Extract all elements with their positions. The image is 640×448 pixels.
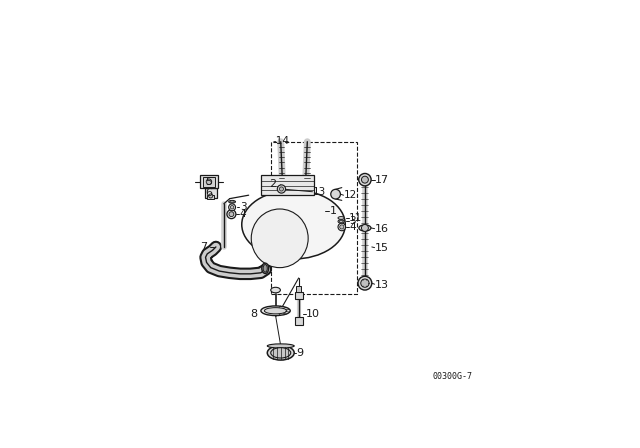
Text: 00300G-7: 00300G-7	[433, 372, 473, 381]
Ellipse shape	[268, 345, 294, 360]
Circle shape	[209, 194, 212, 198]
Text: 5: 5	[205, 177, 212, 187]
Text: -14: -14	[272, 136, 289, 146]
Ellipse shape	[262, 263, 269, 273]
Text: 9: 9	[296, 348, 303, 358]
Ellipse shape	[268, 344, 294, 348]
Text: 6: 6	[205, 188, 212, 198]
Text: 10: 10	[306, 309, 320, 319]
Ellipse shape	[252, 209, 308, 267]
Circle shape	[277, 185, 285, 193]
Text: 7: 7	[200, 242, 207, 252]
Ellipse shape	[271, 287, 280, 293]
Ellipse shape	[338, 216, 344, 220]
Ellipse shape	[359, 225, 371, 231]
Text: 17: 17	[375, 175, 389, 185]
Circle shape	[358, 276, 372, 290]
Ellipse shape	[264, 308, 287, 314]
Circle shape	[362, 224, 369, 232]
Ellipse shape	[230, 201, 234, 202]
Ellipse shape	[339, 220, 343, 223]
Text: 3: 3	[240, 202, 246, 212]
Ellipse shape	[261, 306, 290, 315]
Text: 2: 2	[269, 180, 276, 190]
Bar	[205, 188, 216, 198]
Text: 3: 3	[349, 216, 356, 226]
Bar	[200, 175, 218, 188]
Ellipse shape	[242, 190, 345, 259]
Bar	[260, 175, 314, 195]
Ellipse shape	[228, 200, 236, 203]
Circle shape	[280, 187, 284, 191]
Text: 11: 11	[349, 213, 362, 223]
Circle shape	[358, 173, 371, 186]
Circle shape	[228, 204, 236, 211]
Text: 4: 4	[349, 222, 356, 232]
Circle shape	[206, 179, 212, 185]
Text: 8: 8	[250, 309, 258, 319]
Text: 1: 1	[330, 206, 337, 216]
Text: 13: 13	[313, 187, 326, 198]
Text: 16: 16	[375, 224, 389, 234]
Text: 12: 12	[344, 190, 357, 200]
Circle shape	[331, 190, 340, 199]
Circle shape	[361, 279, 369, 287]
Text: 4: 4	[240, 209, 246, 219]
Ellipse shape	[263, 264, 268, 272]
Circle shape	[340, 225, 344, 229]
Ellipse shape	[271, 348, 291, 358]
Bar	[203, 177, 215, 186]
Circle shape	[338, 223, 346, 231]
Text: 13: 13	[375, 280, 389, 290]
Circle shape	[227, 210, 236, 219]
Bar	[294, 317, 303, 324]
Circle shape	[229, 212, 234, 216]
Circle shape	[230, 206, 234, 209]
Text: 15: 15	[375, 243, 389, 253]
Ellipse shape	[338, 220, 344, 223]
Bar	[207, 195, 214, 199]
Bar	[271, 142, 357, 293]
Bar	[296, 286, 301, 292]
Bar	[294, 292, 303, 299]
Circle shape	[362, 176, 369, 183]
